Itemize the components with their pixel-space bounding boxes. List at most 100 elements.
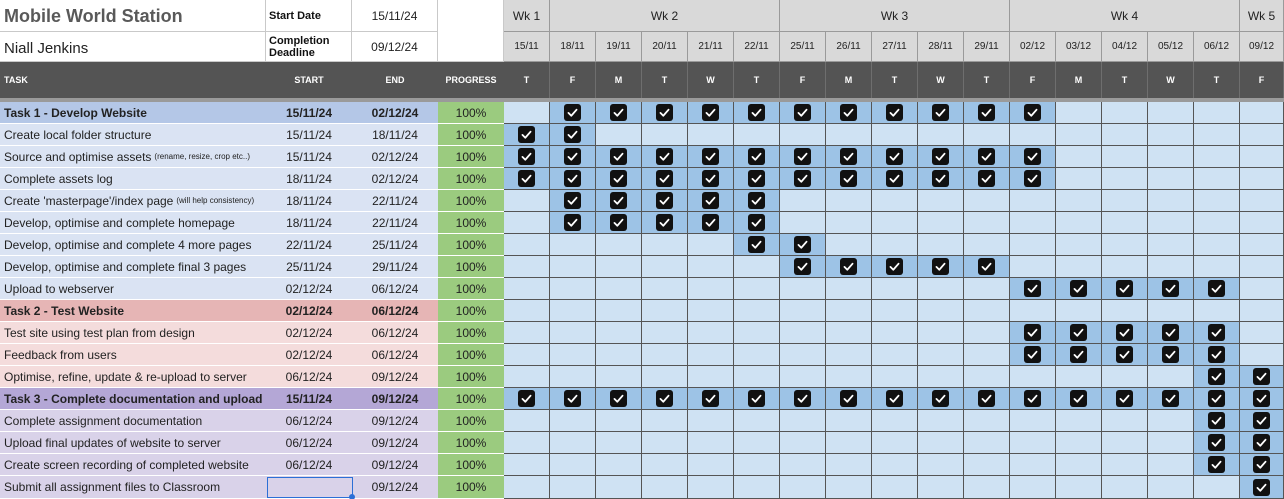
timeline-cell[interactable] [826,168,872,190]
timeline-cell[interactable] [642,410,688,432]
checkbox-checked-icon[interactable] [748,236,765,253]
checkbox-checked-icon[interactable] [932,104,949,121]
timeline-cell[interactable] [918,234,964,256]
timeline-cell[interactable] [1148,366,1194,388]
end-date-cell[interactable]: 02/12/24 [352,168,438,190]
progress-cell[interactable]: 100% [438,454,504,476]
checkbox-checked-icon[interactable] [978,170,995,187]
checkbox-checked-icon[interactable] [932,148,949,165]
day-date-header[interactable]: 18/11 [550,32,596,62]
timeline-cell[interactable] [1194,344,1240,366]
timeline-cell[interactable] [550,124,596,146]
timeline-cell[interactable] [1010,212,1056,234]
timeline-cell[interactable] [504,278,550,300]
timeline-cell[interactable] [918,410,964,432]
checkbox-checked-icon[interactable] [978,104,995,121]
checkbox-checked-icon[interactable] [1253,434,1270,451]
timeline-cell[interactable] [1102,190,1148,212]
timeline-cell[interactable] [1148,124,1194,146]
timeline-cell[interactable] [642,366,688,388]
end-date-cell[interactable]: 22/11/24 [352,212,438,234]
timeline-cell[interactable] [780,168,826,190]
checkbox-checked-icon[interactable] [1116,324,1133,341]
timeline-cell[interactable] [642,234,688,256]
timeline-cell[interactable] [964,102,1010,124]
timeline-cell[interactable] [550,344,596,366]
checkbox-checked-icon[interactable] [1253,456,1270,473]
timeline-cell[interactable] [1056,278,1102,300]
day-of-week-header[interactable]: T [734,62,780,98]
timeline-cell[interactable] [918,124,964,146]
timeline-cell[interactable] [780,234,826,256]
timeline-cell[interactable] [964,322,1010,344]
day-of-week-header[interactable]: W [918,62,964,98]
checkbox-checked-icon[interactable] [978,390,995,407]
timeline-cell[interactable] [1240,454,1284,476]
timeline-cell[interactable] [872,366,918,388]
timeline-cell[interactable] [550,102,596,124]
timeline-cell[interactable] [918,454,964,476]
checkbox-checked-icon[interactable] [794,148,811,165]
timeline-cell[interactable] [918,300,964,322]
start-column-header[interactable]: START [266,62,352,98]
timeline-cell[interactable] [826,454,872,476]
timeline-cell[interactable] [1010,454,1056,476]
task-group-name[interactable]: Task 3 - Complete documentation and uplo… [0,388,266,410]
checkbox-checked-icon[interactable] [656,214,673,231]
timeline-cell[interactable] [1194,366,1240,388]
timeline-cell[interactable] [872,212,918,234]
end-date-cell[interactable]: 06/12/24 [352,300,438,322]
timeline-cell[interactable] [1102,432,1148,454]
timeline-cell[interactable] [550,256,596,278]
progress-cell[interactable]: 100% [438,168,504,190]
timeline-cell[interactable] [504,124,550,146]
checkbox-checked-icon[interactable] [564,192,581,209]
timeline-cell[interactable] [688,234,734,256]
day-of-week-header[interactable]: F [1010,62,1056,98]
start-date-cell[interactable]: 02/12/24 [266,278,352,300]
checkbox-checked-icon[interactable] [518,126,535,143]
timeline-cell[interactable] [1010,190,1056,212]
timeline-cell[interactable] [964,300,1010,322]
task-name[interactable]: Develop, optimise and complete 4 more pa… [0,234,266,256]
timeline-cell[interactable] [918,212,964,234]
task-name[interactable]: Develop, optimise and complete homepage [0,212,266,234]
timeline-cell[interactable] [1056,212,1102,234]
timeline-cell[interactable] [780,322,826,344]
day-of-week-header[interactable]: M [596,62,642,98]
task-name[interactable]: Complete assignment documentation [0,410,266,432]
timeline-cell[interactable] [1056,476,1102,499]
checkbox-checked-icon[interactable] [886,148,903,165]
timeline-cell[interactable] [918,476,964,499]
timeline-cell[interactable] [1010,124,1056,146]
timeline-cell[interactable] [780,432,826,454]
timeline-cell[interactable] [504,146,550,168]
timeline-cell[interactable] [1240,388,1284,410]
timeline-cell[interactable] [1010,102,1056,124]
timeline-cell[interactable] [964,190,1010,212]
timeline-cell[interactable] [734,234,780,256]
checkbox-checked-icon[interactable] [748,148,765,165]
checkbox-checked-icon[interactable] [702,214,719,231]
checkbox-checked-icon[interactable] [656,192,673,209]
timeline-cell[interactable] [872,454,918,476]
timeline-cell[interactable] [688,322,734,344]
start-date-cell[interactable]: 15/11/24 [266,102,352,124]
timeline-cell[interactable] [918,322,964,344]
timeline-cell[interactable] [780,388,826,410]
start-date-cell[interactable]: 15/11/24 [266,388,352,410]
checkbox-checked-icon[interactable] [1208,456,1225,473]
timeline-cell[interactable] [1194,476,1240,499]
checkbox-checked-icon[interactable] [840,148,857,165]
timeline-cell[interactable] [918,366,964,388]
timeline-cell[interactable] [780,124,826,146]
day-date-header[interactable]: 21/11 [688,32,734,62]
timeline-cell[interactable] [1102,212,1148,234]
checkbox-checked-icon[interactable] [1208,280,1225,297]
timeline-cell[interactable] [964,256,1010,278]
timeline-cell[interactable] [964,146,1010,168]
timeline-cell[interactable] [1148,234,1194,256]
end-date-cell[interactable]: 22/11/24 [352,190,438,212]
timeline-cell[interactable] [872,146,918,168]
timeline-cell[interactable] [964,168,1010,190]
